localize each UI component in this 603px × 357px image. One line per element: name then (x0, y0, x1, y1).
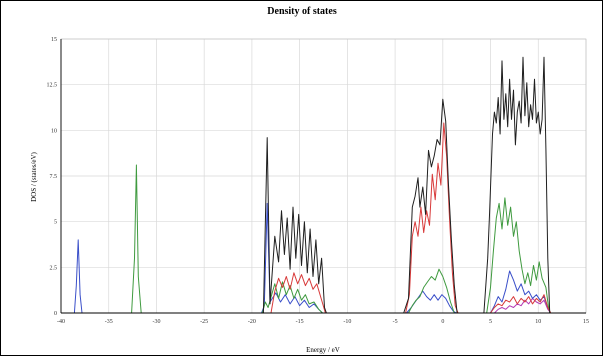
x-tick-label: -30 (152, 319, 160, 325)
x-tick-label: 0 (441, 319, 444, 325)
y-tick-label: 15 (51, 37, 57, 43)
x-tick-label: 5 (489, 319, 492, 325)
y-tick-label: 12.5 (47, 83, 58, 89)
x-tick-label: -25 (200, 319, 208, 325)
y-tick-label: 10 (51, 128, 57, 134)
series-line-0 (61, 57, 586, 313)
series-layer (61, 57, 586, 313)
x-tick-label: 15 (583, 319, 589, 325)
grid (61, 39, 586, 313)
y-tick-label: 5 (54, 220, 57, 226)
x-tick-label: -15 (296, 319, 304, 325)
x-axis-label: Energy / eV (306, 346, 340, 354)
x-tick-label: -5 (393, 319, 398, 325)
y-tick-label: 7.5 (50, 174, 58, 180)
x-tick-label: -10 (343, 319, 351, 325)
x-tick-label: -20 (248, 319, 256, 325)
y-tick-label: 0 (54, 311, 57, 317)
y-tick-label: 2.5 (50, 265, 58, 271)
x-tick-label: -40 (57, 319, 65, 325)
x-tick-label: 10 (535, 319, 541, 325)
chart-title: Density of states (267, 6, 337, 17)
x-tick-label: -35 (105, 319, 113, 325)
y-axis-label: DOS / (states/eV) (30, 151, 38, 201)
